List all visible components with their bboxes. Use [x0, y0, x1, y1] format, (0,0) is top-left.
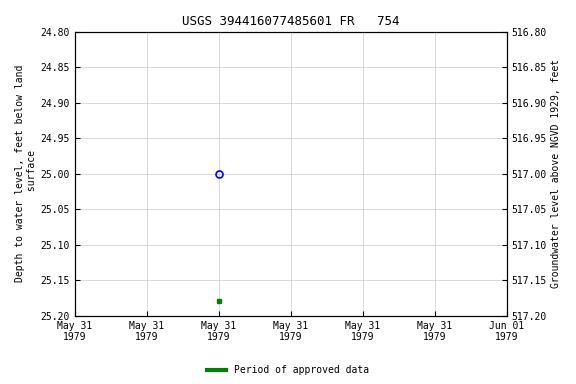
Legend: Period of approved data: Period of approved data — [203, 361, 373, 379]
Y-axis label: Groundwater level above NGVD 1929, feet: Groundwater level above NGVD 1929, feet — [551, 59, 561, 288]
Y-axis label: Depth to water level, feet below land
 surface: Depth to water level, feet below land su… — [15, 65, 37, 283]
Title: USGS 394416077485601 FR   754: USGS 394416077485601 FR 754 — [182, 15, 400, 28]
